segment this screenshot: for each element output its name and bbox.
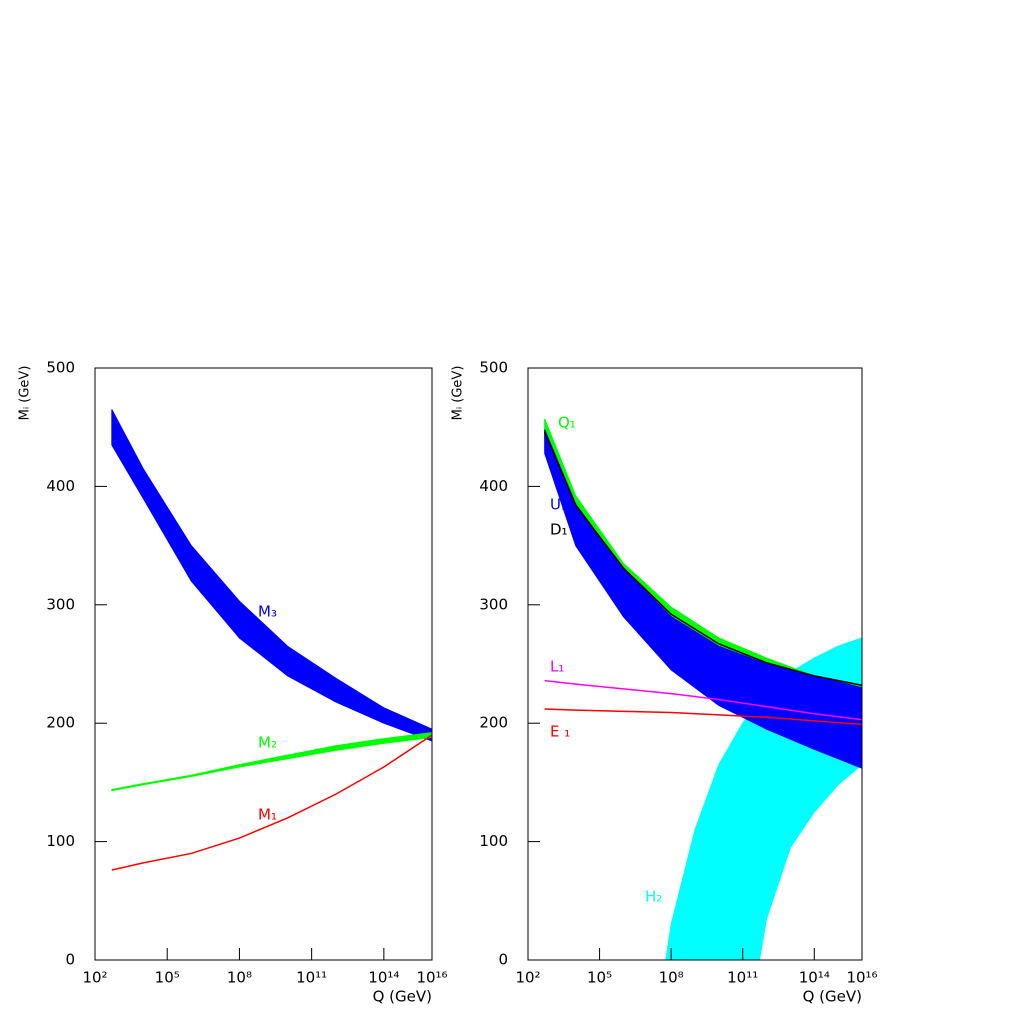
y-tick-label: 200 xyxy=(479,714,508,732)
frame xyxy=(527,367,863,961)
x-tick-label: 10¹⁴ xyxy=(799,969,830,987)
y-tick-label: 300 xyxy=(46,595,75,613)
y-tick-label: 400 xyxy=(479,477,508,495)
y-axis-label: Mᵢ (GeV) xyxy=(18,366,33,421)
frame xyxy=(94,367,433,961)
y-tick-label: 200 xyxy=(46,714,75,732)
x-tick-label: 10⁸ xyxy=(227,969,252,987)
series-label: M₁ xyxy=(258,806,277,824)
x-tick-label: 10² xyxy=(82,969,107,987)
line xyxy=(544,708,862,726)
y-tick-label: 500 xyxy=(46,359,75,377)
series-label: L₁ xyxy=(550,658,564,676)
series-label: M₂ xyxy=(258,734,277,752)
y-tick-label: 100 xyxy=(479,832,508,850)
y-tick-label: 400 xyxy=(46,477,75,495)
x-tick-label: 10⁸ xyxy=(659,969,684,987)
plot-area xyxy=(111,409,432,871)
band xyxy=(111,732,432,792)
line xyxy=(544,679,862,721)
series-label: D₁ xyxy=(550,521,568,539)
x-tick-label: 10¹¹ xyxy=(296,969,327,987)
x-tick-label: 10¹⁴ xyxy=(368,969,399,987)
y-tick-label: 500 xyxy=(479,359,508,377)
band xyxy=(544,429,862,769)
series-label: Q₁ xyxy=(558,414,576,432)
y-tick-label: 0 xyxy=(65,951,75,969)
y-tick-label: 0 xyxy=(498,951,508,969)
x-tick-label: 10⁵ xyxy=(155,969,180,987)
band xyxy=(111,409,432,742)
x-axis-label: Q (GeV) xyxy=(803,988,862,1006)
plot-area xyxy=(543,418,862,960)
x-tick-label: 10² xyxy=(515,969,540,987)
y-tick-label: 300 xyxy=(479,595,508,613)
x-tick-label: 10¹⁶ xyxy=(846,969,877,987)
series-label: H₂ xyxy=(645,888,662,906)
x-tick-label: 10⁵ xyxy=(587,969,612,987)
line xyxy=(111,734,432,871)
y-axis-label: Mᵢ (GeV) xyxy=(451,366,466,421)
series-label: U₁ xyxy=(550,496,567,514)
y-tick-label: 100 xyxy=(46,832,75,850)
series-label: E ₁ xyxy=(550,723,570,741)
x-tick-label: 10¹¹ xyxy=(727,969,758,987)
series-label: M₃ xyxy=(258,603,277,621)
x-axis-label: Q (GeV) xyxy=(373,988,432,1006)
x-tick-label: 10¹⁶ xyxy=(416,969,447,987)
line xyxy=(543,431,862,687)
